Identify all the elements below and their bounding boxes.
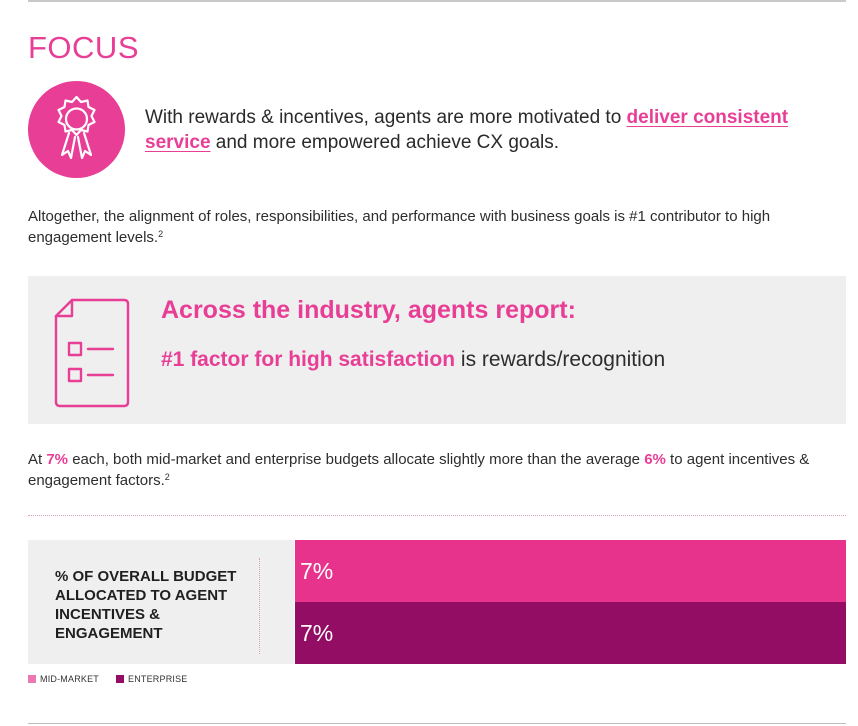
callout-lead: #1 factor for high satisfaction: [161, 348, 456, 371]
budget-text-3: to agent incentives & engagement factors…: [28, 451, 810, 489]
budget-bar-chart: 7% 7%: [295, 540, 846, 664]
chart-legend: MID-MARKET ENTERPRISE: [28, 674, 188, 684]
bar-mid-market: 7%: [295, 540, 846, 602]
callout-statement: #1 factor for high satisfaction is rewar…: [161, 348, 665, 372]
chart-category-label: % OF OVERALL BUDGET ALLOCATED TO AGENT I…: [55, 568, 237, 642]
legend-swatch-enterprise: [116, 675, 124, 683]
award-badge-icon: [28, 81, 125, 178]
footnote-ref: 2: [164, 472, 170, 482]
intro-text-after: and more empowered achieve CX goals.: [210, 132, 560, 153]
chart-label-panel: % OF OVERALL BUDGET ALLOCATED TO AGENT I…: [28, 540, 294, 664]
legend-swatch-mid-market: [28, 675, 36, 683]
legend-label-enterprise: ENTERPRISE: [128, 674, 188, 684]
budget-highlight-7: 7%: [46, 451, 69, 468]
budget-text-1: At: [28, 451, 47, 468]
bar-value-label-mid-market: 7%: [300, 558, 334, 584]
focus-intro-text: With rewards & incentives, agents are mo…: [145, 105, 845, 155]
footnote-ref: 2: [158, 229, 164, 239]
section-title: FOCUS: [28, 30, 139, 65]
callout-rest: is rewards/recognition: [455, 348, 666, 371]
agents-report-callout: Across the industry, agents report: #1 f…: [28, 276, 846, 424]
top-rule: [28, 0, 846, 2]
budget-highlight-6: 6%: [644, 451, 666, 468]
legend-label-mid-market: MID-MARKET: [40, 674, 99, 684]
bar-value-label-enterprise: 7%: [300, 620, 334, 646]
bar-enterprise: 7%: [295, 602, 846, 664]
budget-paragraph: At 7% each, both mid-market and enterpri…: [28, 449, 843, 491]
dotted-divider: [28, 515, 846, 516]
bottom-rule: [28, 723, 846, 724]
callout-heading: Across the industry, agents report:: [161, 296, 576, 324]
checklist-document-icon: [54, 298, 130, 408]
intro-highlight: deliver consistent service: [145, 107, 789, 153]
intro-text-before: With rewards & incentives, agents are mo…: [145, 107, 627, 128]
alignment-text: Altogether, the alignment of roles, resp…: [28, 208, 771, 246]
chart-label-separator: [259, 558, 260, 654]
budget-text-2: each, both mid-market and enterprise bud…: [68, 451, 645, 468]
alignment-paragraph: Altogether, the alignment of roles, resp…: [28, 206, 843, 248]
